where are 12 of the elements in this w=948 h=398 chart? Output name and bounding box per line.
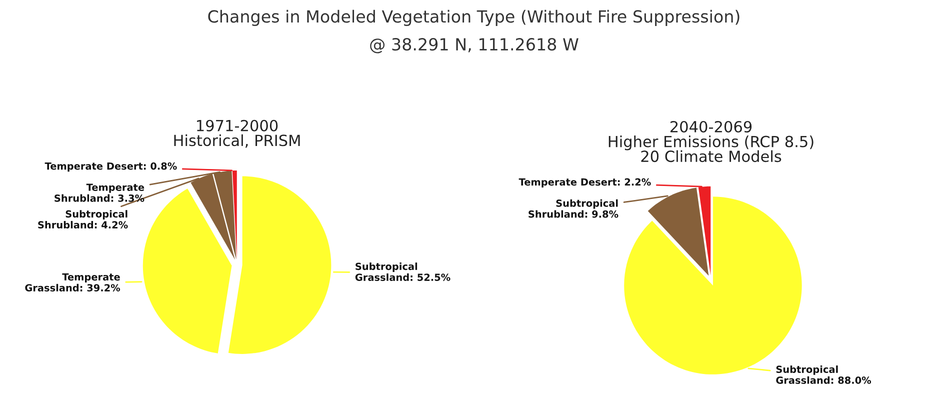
slice-label: Subtropical Shrubland: 9.8% [528,199,618,218]
chart-title: 1971-2000 Historical, PRISM [174,120,300,148]
text: @ 38.291 N, 111.2618 W [370,38,578,54]
slice-label: Subtropical Shrubland: 4.2% [38,210,128,228]
text: Changes in Modeled Vegetation Type (Without Fire Suppression) [208,10,740,26]
slice-label: Temperate Desert: 2.2% [518,178,651,188]
slice-label: Temperate Shrubland: 3.3% [54,184,144,202]
chart-title: 2040-2069 Higher Emissions (RCP 8.5) 20 Climate Models [608,120,814,162]
slice-label: Subtropical Grassland: 88.0% [776,365,872,384]
slice-label: Temperate Grassland: 39.2% [25,273,120,292]
slice-label: Subtropical Grassland: 52.5% [355,262,450,281]
slice-label: Temperate Desert: 0.8% [44,162,177,172]
